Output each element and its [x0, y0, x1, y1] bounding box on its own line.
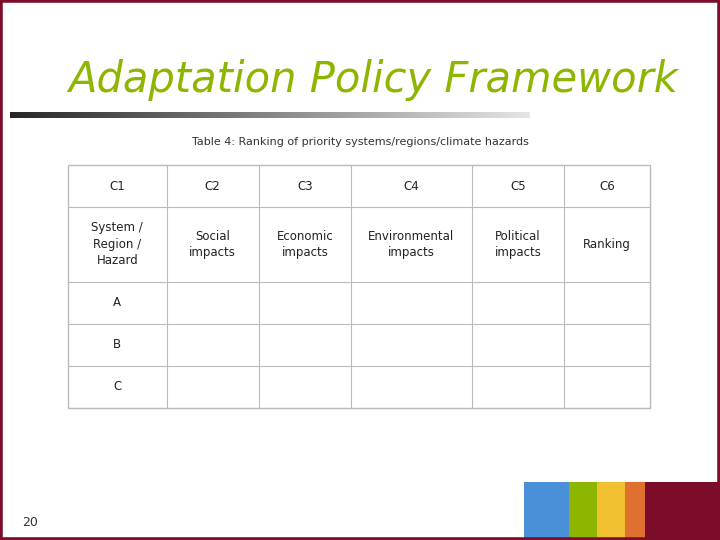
Text: Adaptation Policy Framework: Adaptation Policy Framework — [68, 59, 678, 101]
Text: Political
impacts: Political impacts — [495, 230, 541, 259]
Bar — [645, 482, 720, 540]
Bar — [625, 482, 645, 540]
Text: Social
impacts: Social impacts — [189, 230, 236, 259]
Text: Economic
impacts: Economic impacts — [276, 230, 333, 259]
Bar — [569, 482, 597, 540]
Text: Ranking: Ranking — [583, 238, 631, 251]
Text: Table 4: Ranking of priority systems/regions/climate hazards: Table 4: Ranking of priority systems/reg… — [192, 137, 528, 147]
Text: Environmental
impacts: Environmental impacts — [369, 230, 454, 259]
Text: C5: C5 — [510, 179, 526, 192]
Text: System /
Region /
Hazard: System / Region / Hazard — [91, 221, 143, 267]
Text: C6: C6 — [599, 179, 615, 192]
Bar — [68, 165, 650, 408]
Bar — [524, 482, 569, 540]
Text: C2: C2 — [204, 179, 220, 192]
Text: 20: 20 — [22, 516, 38, 529]
Text: C: C — [113, 381, 122, 394]
Text: B: B — [113, 339, 122, 352]
Text: C4: C4 — [404, 179, 419, 192]
Text: C3: C3 — [297, 179, 312, 192]
Text: C1: C1 — [109, 179, 125, 192]
Bar — [597, 482, 625, 540]
Text: A: A — [113, 296, 121, 309]
